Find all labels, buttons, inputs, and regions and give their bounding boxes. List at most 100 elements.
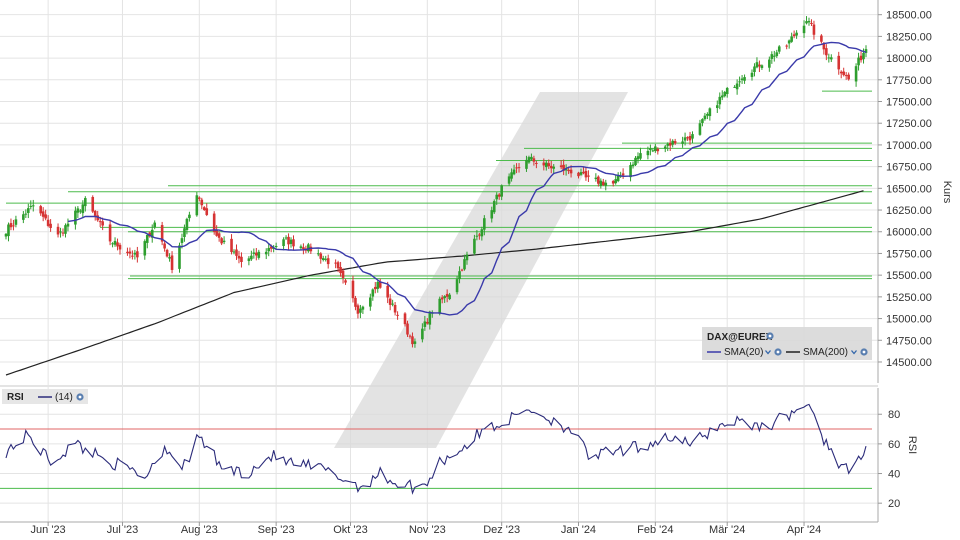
eye-icon[interactable] [766, 332, 774, 340]
candle [772, 50, 776, 62]
candle [408, 334, 412, 339]
candle [81, 200, 85, 219]
candle [153, 220, 157, 230]
candle-body [577, 172, 580, 177]
price-tick-label: 16000.00 [886, 227, 932, 239]
candle [542, 158, 546, 171]
candle [326, 254, 330, 269]
candle [240, 252, 243, 268]
candle-body [282, 239, 285, 247]
candle-body [820, 35, 823, 42]
rsi-tick-label: 80 [888, 409, 900, 421]
candle [842, 67, 845, 77]
price-tick-label: 16750.00 [886, 162, 932, 174]
candle [185, 217, 189, 235]
rsi-legend-period: (14) [55, 392, 73, 403]
eye-icon[interactable] [76, 393, 84, 401]
candle-body [654, 146, 657, 152]
candle-body [839, 71, 843, 74]
candle [222, 236, 226, 245]
candle-body [611, 181, 615, 184]
candle-body [49, 223, 52, 228]
price-tick-label: 16500.00 [886, 183, 932, 195]
candle-body [217, 233, 221, 238]
candle-body [552, 166, 556, 169]
candle [267, 243, 271, 257]
candle-body [671, 140, 674, 145]
candle [205, 203, 209, 217]
candle-body [500, 185, 503, 197]
candle [126, 247, 129, 256]
candle-body [492, 201, 496, 213]
candle-body [371, 289, 375, 297]
candle [113, 237, 117, 247]
candle-body [198, 197, 201, 199]
price-tick-label: 15500.00 [886, 270, 932, 282]
candle-body [530, 156, 533, 160]
candle [681, 136, 684, 148]
candle-body [369, 297, 372, 307]
candle [361, 305, 365, 314]
candle-body [168, 257, 171, 259]
x-tick-label: Jan '24 [561, 524, 596, 536]
candle-body [490, 210, 494, 219]
candle [777, 45, 781, 54]
candle [445, 289, 449, 303]
candle-body [864, 49, 868, 53]
candle [200, 197, 204, 210]
candle-body [136, 251, 139, 258]
candle-body [517, 167, 521, 169]
candle-body [604, 182, 608, 186]
candle-body [567, 169, 570, 172]
candle-body [376, 281, 380, 289]
candle [614, 175, 617, 185]
candle-body [542, 162, 546, 166]
candle [44, 209, 47, 221]
candle-body [698, 123, 702, 135]
chevron-down-icon[interactable] [765, 350, 771, 355]
rsi-tick-label: 60 [888, 439, 900, 451]
candle [131, 250, 134, 260]
eye-icon[interactable] [774, 348, 782, 356]
candle [698, 119, 702, 136]
candle [463, 254, 466, 271]
candle-body [388, 298, 392, 305]
candle-body [339, 267, 342, 274]
candle [753, 63, 756, 77]
candle-body [180, 238, 184, 243]
candle [378, 278, 382, 289]
candle-body [324, 258, 328, 260]
candle-body [735, 83, 739, 90]
candle [56, 223, 60, 238]
candle [547, 159, 551, 169]
candle-body [319, 253, 323, 259]
candle-body [423, 321, 427, 327]
candle [41, 207, 45, 222]
candle-body [292, 239, 295, 247]
candle-body [463, 259, 466, 270]
candle [195, 192, 199, 217]
candle-body [44, 214, 47, 219]
candle-body [646, 150, 650, 156]
candle [101, 217, 104, 231]
candle [735, 79, 739, 95]
candle-body [629, 165, 632, 178]
candle [316, 249, 320, 257]
price-tick-label: 15750.00 [886, 248, 932, 260]
candle [708, 107, 712, 121]
candle [795, 30, 798, 39]
candle-body [240, 256, 243, 263]
candle-body [584, 170, 588, 178]
candle-body [438, 298, 442, 314]
candle-body [185, 218, 189, 230]
candle-body [688, 135, 692, 141]
x-tick-label: Nov '23 [409, 524, 446, 536]
candle-body [775, 52, 779, 57]
x-tick-label: Jul '23 [107, 524, 138, 536]
chevron-down-icon[interactable] [851, 350, 857, 355]
eye-icon[interactable] [860, 348, 868, 356]
x-tick-label: Apr '24 [787, 524, 822, 536]
candle [188, 211, 191, 222]
candle-body [785, 45, 788, 47]
candle [292, 235, 295, 250]
